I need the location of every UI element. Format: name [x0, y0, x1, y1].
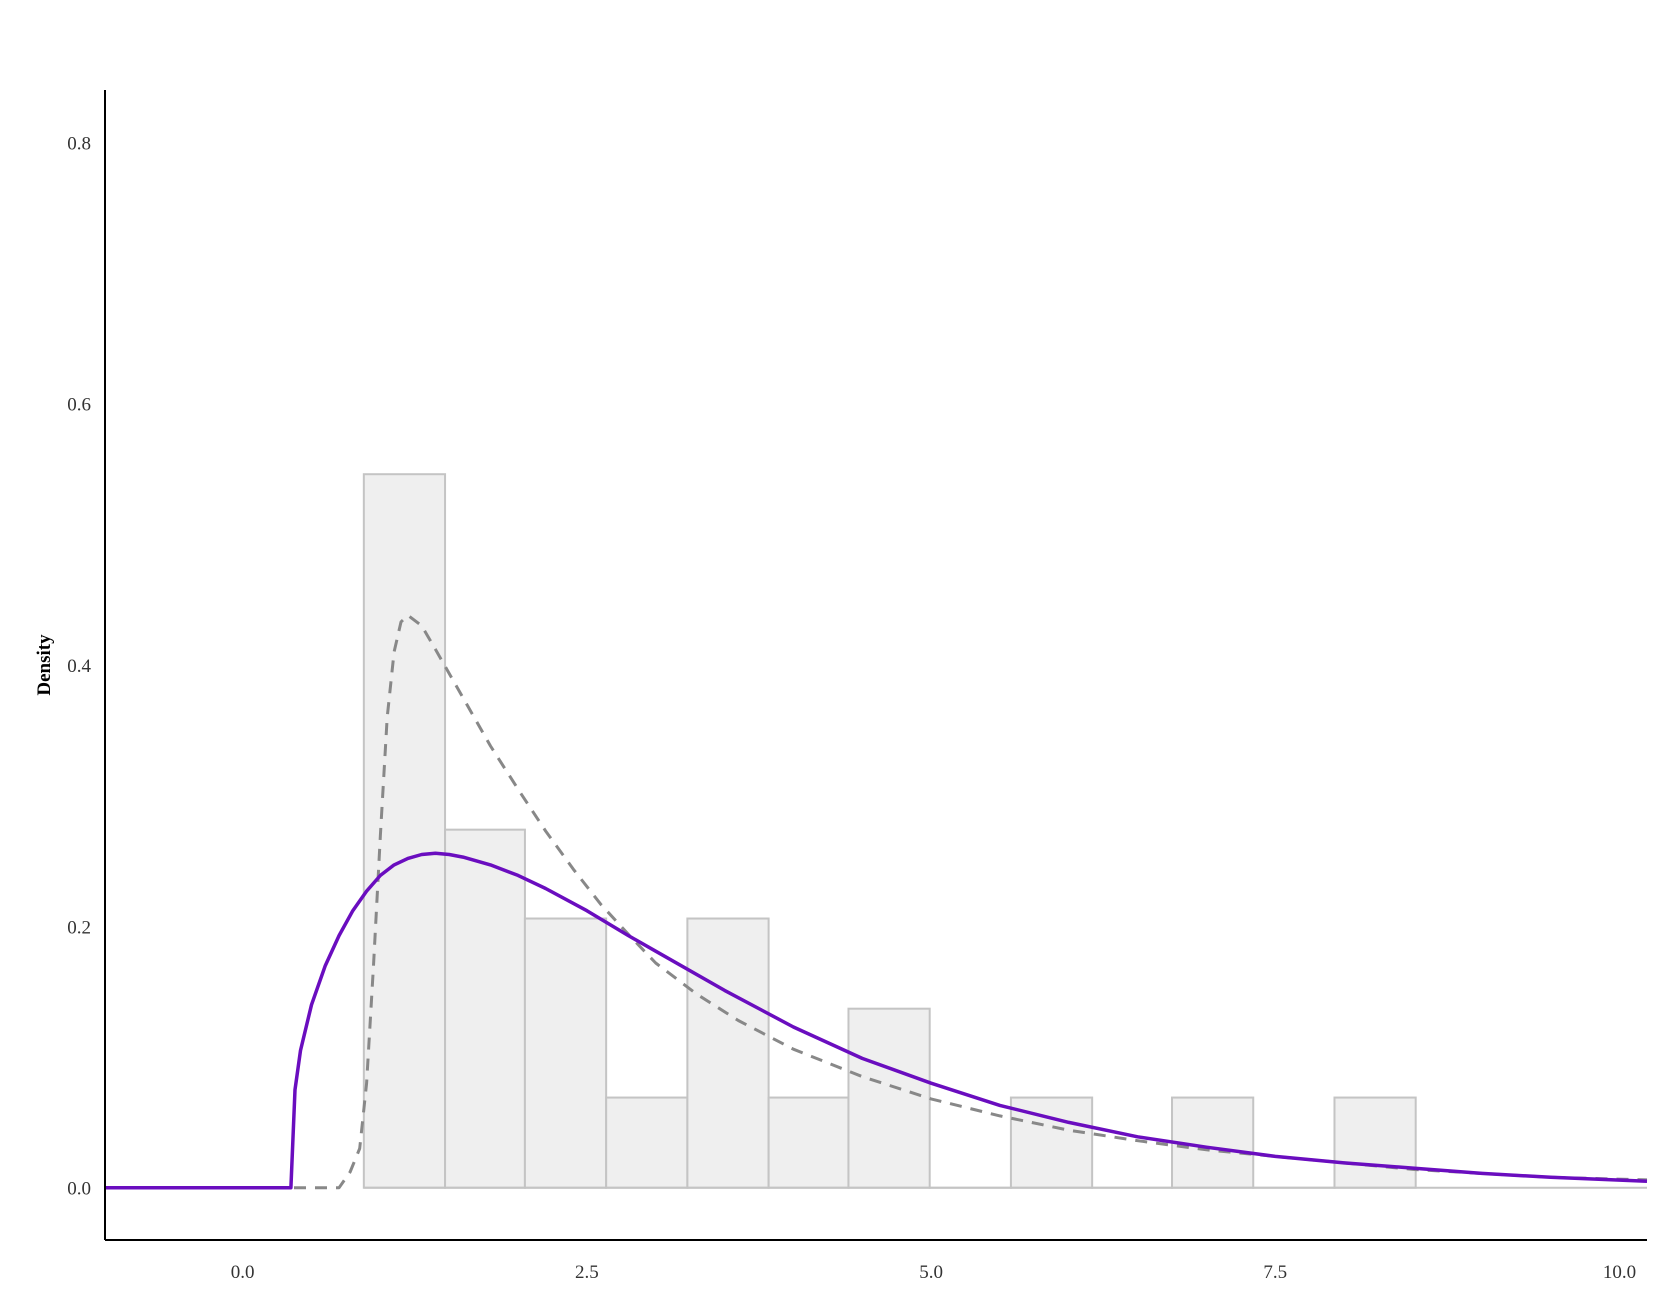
histogram-bar-11: [1171, 1096, 1255, 1189]
x-tick-label: 5.0: [919, 1262, 943, 1283]
y-tick-label: 0.0: [67, 1179, 91, 1200]
y-tick-label: 0.8: [67, 133, 91, 154]
density-curves: [105, 613, 1648, 1190]
histogram-bar-4: [605, 1096, 689, 1189]
histogram-bar-7: [847, 1007, 931, 1189]
dashed-density-curve: [105, 613, 1648, 1190]
axes: [104, 90, 1647, 1241]
histogram-bar-2: [444, 828, 526, 1189]
x-tick-label: 10.0: [1603, 1262, 1636, 1283]
y-tick-label: 0.4: [67, 656, 91, 677]
y-axis-ticks: 0.0 0.2 0.4 0.6 0.8: [67, 133, 91, 1199]
histogram-bars: [362, 473, 1647, 1189]
y-tick-label: 0.6: [67, 395, 91, 416]
x-tick-label: 2.5: [575, 1262, 599, 1283]
histogram-bar-5: [686, 917, 770, 1189]
x-tick-label: 7.5: [1263, 1262, 1287, 1283]
y-tick-label: 0.2: [67, 917, 91, 938]
histogram-bar-13: [1333, 1096, 1417, 1189]
histogram-bar-6: [767, 1096, 850, 1189]
x-tick-label: 0.0: [231, 1262, 255, 1283]
y-axis-title: Density: [34, 634, 55, 696]
x-axis-ticks: 0.0 2.5 5.0 7.5 10.0: [231, 1262, 1636, 1283]
histogram-bar-3: [523, 917, 608, 1189]
solid-density-curve: [105, 851, 1648, 1190]
histogram-bar-1: [362, 473, 447, 1189]
